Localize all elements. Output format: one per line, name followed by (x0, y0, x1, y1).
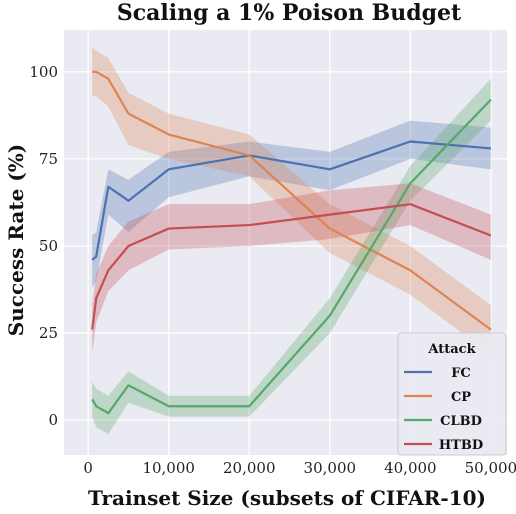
legend: Attack FC CP CLBD HTBD (397, 332, 507, 456)
chart-title: Scaling a 1% Poison Budget (117, 0, 462, 26)
y-tick-label: 25 (39, 324, 58, 342)
x-ticks: 0 10,000 20,000 30,000 40,000 50,000 (83, 459, 516, 477)
x-tick-label: 10,000 (142, 459, 195, 477)
line-fc (91, 140, 491, 261)
x-axis-label: Trainset Size (subsets of CIFAR-10) (88, 486, 486, 510)
legend-title: Attack (427, 342, 476, 357)
legend-label-fc: FC (451, 366, 471, 381)
band-htbd (92, 183, 491, 354)
y-tick-label: 50 (39, 237, 58, 255)
legend-label-cp: CP (451, 390, 471, 405)
band-clbd (92, 78, 491, 435)
x-tick-label: 50,000 (465, 459, 516, 477)
line-htbd (91, 203, 492, 330)
band-fc (92, 120, 491, 288)
x-tick-label: 40,000 (384, 459, 437, 477)
series-lines (91, 70, 492, 415)
legend-label-clbd: CLBD (440, 414, 482, 429)
x-tick-label: 20,000 (223, 459, 276, 477)
x-tick-label: 30,000 (304, 459, 357, 477)
legend-label-htbd: HTBD (439, 438, 483, 453)
x-tick-label: 0 (83, 459, 93, 477)
confidence-bands (92, 47, 491, 435)
band-cp (92, 47, 491, 354)
line-clbd (91, 98, 492, 415)
y-tick-label: 0 (48, 411, 58, 429)
line-cp (92, 70, 492, 331)
legend-entries: FC CP CLBD HTBD (404, 366, 483, 453)
y-tick-label: 100 (29, 63, 58, 81)
y-axis-label: Success Rate (%) (4, 144, 28, 336)
y-ticks: 0 25 50 75 100 (29, 63, 58, 429)
legend-box (397, 332, 507, 456)
y-tick-label: 75 (39, 150, 58, 168)
